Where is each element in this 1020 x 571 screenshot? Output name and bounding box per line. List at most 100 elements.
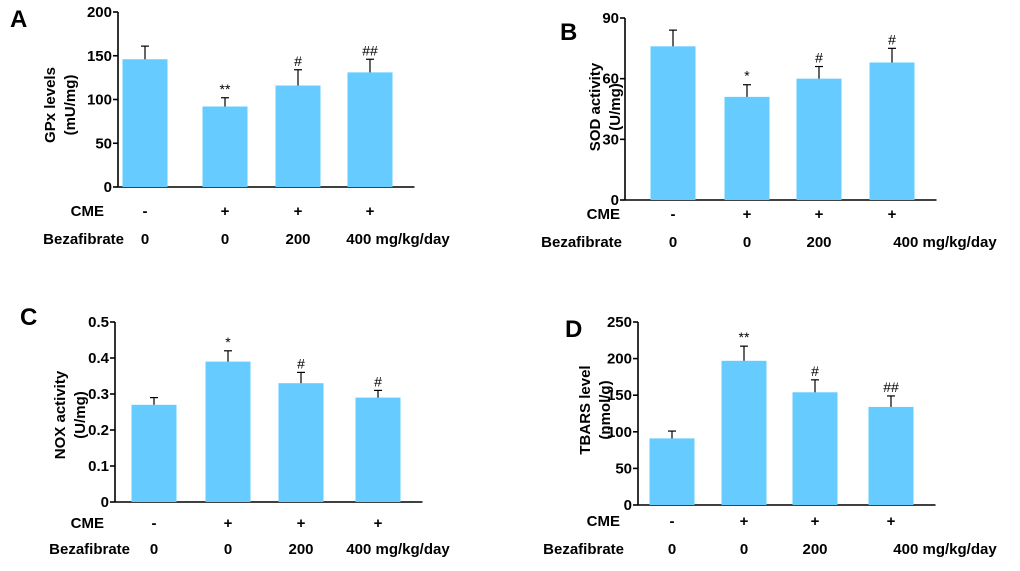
significance-mark: * <box>744 68 750 84</box>
panel-letter: A <box>10 6 27 33</box>
y-tick-label: 0.1 <box>88 458 109 475</box>
bar <box>355 397 401 502</box>
row-label: Bezafibrate <box>49 541 130 558</box>
bar <box>202 106 248 187</box>
significance-mark: # <box>815 50 823 66</box>
panel-letter: C <box>20 304 37 331</box>
condition-value: 400 mg/kg/day <box>346 541 450 558</box>
y-tick-label: 50 <box>95 135 112 152</box>
row-label: CME <box>71 515 104 532</box>
row-label: CME <box>71 203 104 220</box>
condition-value: 200 <box>802 541 827 558</box>
significance-mark: # <box>811 363 819 379</box>
condition-value: + <box>887 513 896 530</box>
condition-value: - <box>143 203 148 220</box>
condition-value: + <box>224 515 233 532</box>
row-label: Bezafibrate <box>43 231 124 248</box>
bar <box>347 72 393 187</box>
y-tick-label: 30 <box>602 131 619 148</box>
row-label: Bezafibrate <box>541 234 622 251</box>
y-tick-label: 200 <box>87 4 112 21</box>
condition-value: 0 <box>669 234 677 251</box>
y-tick-label: 0.3 <box>88 386 109 403</box>
condition-value: 400 mg/kg/day <box>893 541 997 558</box>
y-tick-label: 90 <box>602 10 619 27</box>
condition-value: + <box>297 515 306 532</box>
condition-value: 0 <box>221 231 229 248</box>
significance-mark: # <box>888 31 896 47</box>
condition-value: + <box>366 203 375 220</box>
condition-value: - <box>152 515 157 532</box>
condition-value: 0 <box>224 541 232 558</box>
significance-mark: # <box>294 53 302 69</box>
row-label: CME <box>587 513 620 530</box>
significance-mark: ## <box>883 379 899 395</box>
y-axis-label: (mU/mg) <box>62 75 79 136</box>
y-tick-label: 0 <box>611 192 619 209</box>
y-tick-label: 0 <box>624 497 632 514</box>
y-tick-label: 0 <box>104 179 112 196</box>
bar <box>721 360 767 505</box>
y-axis-label: SOD activity <box>587 62 604 151</box>
y-axis-label: NOX activity <box>52 370 69 459</box>
y-tick-label: 0 <box>101 494 109 511</box>
y-axis-label: (U/mg) <box>72 391 89 439</box>
condition-value: 200 <box>806 234 831 251</box>
significance-mark: * <box>225 334 231 350</box>
y-axis-label: (U/mg) <box>607 83 624 131</box>
row-label: CME <box>587 206 620 223</box>
significance-mark: ** <box>220 81 231 97</box>
condition-value: 0 <box>150 541 158 558</box>
significance-mark: # <box>374 373 382 389</box>
condition-value: 400 mg/kg/day <box>346 231 450 248</box>
significance-mark: ** <box>739 329 750 345</box>
bar <box>131 404 177 502</box>
condition-value: 0 <box>740 541 748 558</box>
bar <box>724 96 770 200</box>
condition-value: 200 <box>288 541 313 558</box>
condition-value: 0 <box>668 541 676 558</box>
significance-mark: ## <box>362 42 378 58</box>
condition-value: 0 <box>141 231 149 248</box>
condition-value: + <box>740 513 749 530</box>
bar <box>868 406 914 505</box>
bar <box>869 62 915 200</box>
bar <box>650 46 696 200</box>
condition-value: + <box>888 206 897 223</box>
y-tick-label: 150 <box>87 48 112 65</box>
bar <box>649 438 695 505</box>
y-tick-label: 100 <box>607 424 632 441</box>
panel-letter: B <box>560 19 577 46</box>
y-tick-label: 0.2 <box>88 422 109 439</box>
condition-value: - <box>670 513 675 530</box>
condition-value: 200 <box>285 231 310 248</box>
panel-b: B SOD activity (U/mg) 0 30 60 90 * # # CME - + + + Beza… <box>541 10 997 251</box>
bar <box>205 361 251 502</box>
condition-value: 400 mg/kg/day <box>893 234 997 251</box>
condition-value: + <box>294 203 303 220</box>
condition-value: - <box>671 206 676 223</box>
y-tick-label: 200 <box>607 351 632 368</box>
condition-value: 0 <box>743 234 751 251</box>
y-tick-label: 50 <box>615 460 632 477</box>
y-tick-label: 0.4 <box>88 350 110 367</box>
significance-mark: # <box>297 355 305 371</box>
bar <box>796 78 842 200</box>
y-tick-label: 250 <box>607 314 632 331</box>
y-axis-label: GPx levels <box>42 67 59 143</box>
condition-value: + <box>811 513 820 530</box>
bar <box>122 59 168 187</box>
y-tick-label: 150 <box>607 387 632 404</box>
condition-value: + <box>221 203 230 220</box>
y-tick-label: 60 <box>602 71 619 88</box>
condition-value: + <box>815 206 824 223</box>
panel-c: C NOX activity (U/mg) 0 0.1 0.2 0.3 0.4 0.5 * # # CM… <box>20 304 450 558</box>
condition-value: + <box>374 515 383 532</box>
row-label: Bezafibrate <box>543 541 624 558</box>
y-tick-label: 100 <box>87 92 112 109</box>
panel-letter: D <box>565 316 582 343</box>
bar <box>792 392 838 505</box>
